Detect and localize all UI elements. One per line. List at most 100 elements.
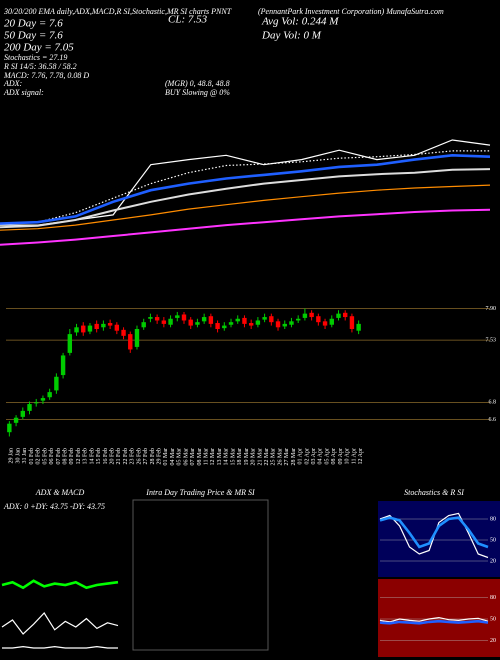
y-tick-label: 6.8 xyxy=(489,400,497,406)
x-tick-label: 21 Mar xyxy=(257,448,263,466)
candle-body xyxy=(154,317,160,321)
macd: MACD: 7.76, 7.78, 0.08 D xyxy=(3,71,89,80)
candle-body xyxy=(81,325,86,333)
candle-body xyxy=(201,317,207,322)
candle-body xyxy=(262,317,267,320)
candle-body xyxy=(181,314,187,321)
candle-body xyxy=(275,321,281,328)
x-tick-label: 14 Mar xyxy=(224,448,230,466)
candle-body xyxy=(128,334,133,350)
y-tick-label: 7.90 xyxy=(486,306,497,312)
x-tick-label: 15 Mar xyxy=(230,448,236,466)
x-tick-label: 31 Jan xyxy=(22,448,28,464)
candle-body xyxy=(228,322,234,325)
panel-annotation: ADX: 0 +DY: 43.75 -DY: 43.75 xyxy=(3,502,105,511)
x-tick-label: 20 Mar xyxy=(251,448,257,466)
x-tick-label: 22 Feb xyxy=(123,448,129,465)
x-tick-label: 03 Apr xyxy=(311,448,317,465)
x-tick-label: 29 Feb xyxy=(157,448,163,465)
panel-background xyxy=(378,501,500,577)
panel-title: Stochastics & R SI xyxy=(404,488,464,497)
x-tick-label: 28 Mar xyxy=(291,448,297,466)
candle-body xyxy=(114,324,120,331)
x-tick-label: 22 Mar xyxy=(264,448,270,466)
x-tick-label: 27 Feb xyxy=(143,448,149,465)
series-line xyxy=(1,612,119,635)
candle-body xyxy=(161,320,167,324)
x-tick-label: 09 Feb xyxy=(69,448,75,465)
candle-body xyxy=(27,404,32,411)
series-line xyxy=(2,645,118,649)
adx-label: ADX: xyxy=(3,79,23,88)
candle-body xyxy=(195,322,200,325)
x-tick-label: 25 Mar xyxy=(271,448,277,466)
avg-vol: Avg Vol: 0.244 M xyxy=(261,16,339,28)
y-tick-label: 80 xyxy=(490,516,496,522)
x-tick-label: 05 Mar xyxy=(177,448,183,466)
adx-signal: BUY Slowing @ 0% xyxy=(165,88,230,97)
candle-body xyxy=(101,323,106,328)
candle-body xyxy=(54,376,59,391)
x-tick-label: 14 Feb xyxy=(89,448,95,465)
panel-title: Intra Day Trading Price & MR SI xyxy=(145,488,255,497)
x-tick-label: 11 Apr xyxy=(351,448,357,464)
x-tick-label: 29 Jan xyxy=(9,448,15,464)
candle-body xyxy=(316,316,321,323)
candle-body xyxy=(141,322,146,328)
company: (PennantPark Investment Corporation) Mun… xyxy=(258,7,444,16)
panel-frame xyxy=(132,499,269,651)
x-tick-label: 20 Feb xyxy=(109,448,115,465)
candle-body xyxy=(47,392,52,398)
candle-body xyxy=(356,323,361,331)
y-tick-label: 7.53 xyxy=(486,337,497,343)
x-tick-label: 16 Feb xyxy=(103,448,109,465)
candle-body xyxy=(121,329,126,336)
x-tick-label: 26 Feb xyxy=(136,448,142,465)
candle-body xyxy=(134,329,140,347)
series-line xyxy=(0,168,491,229)
x-tick-label: 15 Feb xyxy=(96,448,102,465)
ema50: 50 Day = 7.6 xyxy=(4,30,63,42)
x-tick-label: 12 Apr xyxy=(358,448,364,465)
close: CL: 7.53 xyxy=(168,14,208,26)
y-tick-label: 6.6 xyxy=(489,417,497,423)
panel-title: ADX & MACD xyxy=(35,488,85,497)
series-line xyxy=(0,153,491,225)
candle-body xyxy=(67,334,73,353)
x-tick-label: 02 Feb xyxy=(36,448,42,465)
day-vol: Day Vol: 0 M xyxy=(261,30,322,42)
series-line xyxy=(0,208,491,246)
x-tick-label: 27 Mar xyxy=(284,448,290,466)
x-tick-label: 13 Feb xyxy=(83,448,89,465)
x-tick-label: 10 Apr xyxy=(345,448,351,465)
ema20: 20 Day = 7.6 xyxy=(4,18,63,30)
candle-body xyxy=(349,316,355,329)
candle-body xyxy=(255,320,261,325)
candle-body xyxy=(309,312,314,318)
candle-body xyxy=(13,417,19,423)
candle-body xyxy=(94,323,99,329)
x-tick-label: 26 Mar xyxy=(277,448,283,466)
candle-body xyxy=(7,423,12,433)
candle-body xyxy=(208,316,214,324)
candle-body xyxy=(235,318,240,322)
x-tick-label: 12 Feb xyxy=(76,448,82,465)
ema200: 200 Day = 7.05 xyxy=(4,42,74,54)
x-tick-label: 21 Feb xyxy=(116,448,122,465)
x-tick-label: 18 Mar xyxy=(237,448,243,466)
x-tick-label: 11 Mar xyxy=(204,448,210,465)
candle-body xyxy=(289,321,294,325)
x-tick-label: 04 Mar xyxy=(170,448,176,466)
candle-body xyxy=(188,319,193,326)
candle-body xyxy=(295,318,301,321)
x-tick-label: 12 Mar xyxy=(210,448,216,466)
candle-body xyxy=(343,312,348,318)
x-tick-label: 08 Feb xyxy=(62,448,68,465)
adx-signal-label: ADX signal: xyxy=(3,88,44,97)
x-tick-label: 07 Feb xyxy=(56,448,62,465)
candle-body xyxy=(107,323,113,326)
candle-body xyxy=(222,325,227,329)
x-tick-label: 28 Feb xyxy=(150,448,156,465)
